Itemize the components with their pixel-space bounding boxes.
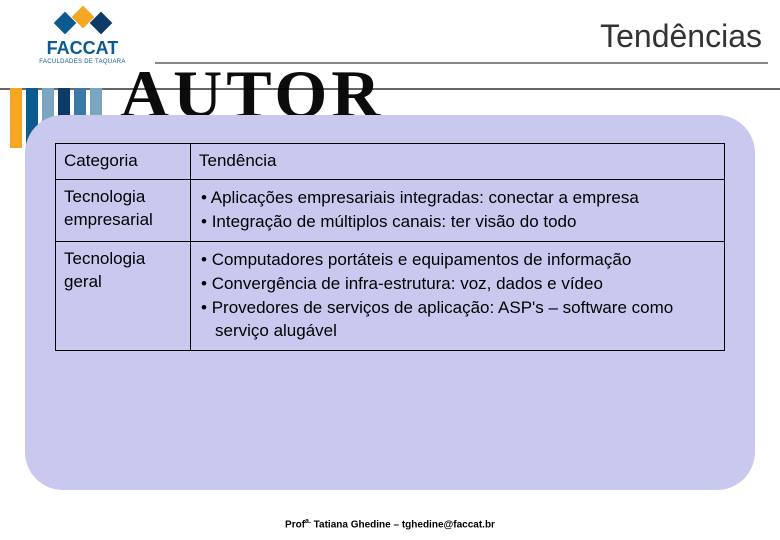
table-header-row: Categoria Tendência [56,144,725,180]
trends-table: Categoria Tendência Tecnologia empresari… [55,143,725,351]
header-tendencia: Tendência [191,144,725,180]
list-item: Computadores portáteis e equipamentos de… [201,249,716,272]
header-categoria: Categoria [56,144,191,180]
footer: Profa. Tatiana Ghedine – tghedine@faccat… [0,518,780,530]
cell-cat-0: Tecnologia empresarial [56,179,191,241]
cell-cat-1: Tecnologia geral [56,241,191,350]
table-row: Tecnologia empresarial Aplicações empres… [56,179,725,241]
footer-rest: Tatiana Ghedine – tghedine@faccat.br [311,519,495,530]
page-title: Tendências [600,18,762,55]
cell-items-1: Computadores portáteis e equipamentos de… [191,241,725,350]
logo-diamond-top [71,6,94,29]
logo-icon [15,5,150,35]
footer-prefix: Prof [285,519,305,530]
list-item: Convergência de infra-estrutura: voz, da… [201,273,716,296]
list-item: Aplicações empresariais integradas: cone… [201,187,716,210]
content-panel: Categoria Tendência Tecnologia empresari… [25,115,755,490]
list-item: Provedores de serviços de aplicação: ASP… [201,297,716,343]
cell-items-0: Aplicações empresariais integradas: cone… [191,179,725,241]
list-item: Integração de múltiplos canais: ter visã… [201,211,716,234]
header: FACCAT FACULDADES DE TAQUARA Tendências [0,0,780,90]
table-row: Tecnologia geral Computadores portáteis … [56,241,725,350]
